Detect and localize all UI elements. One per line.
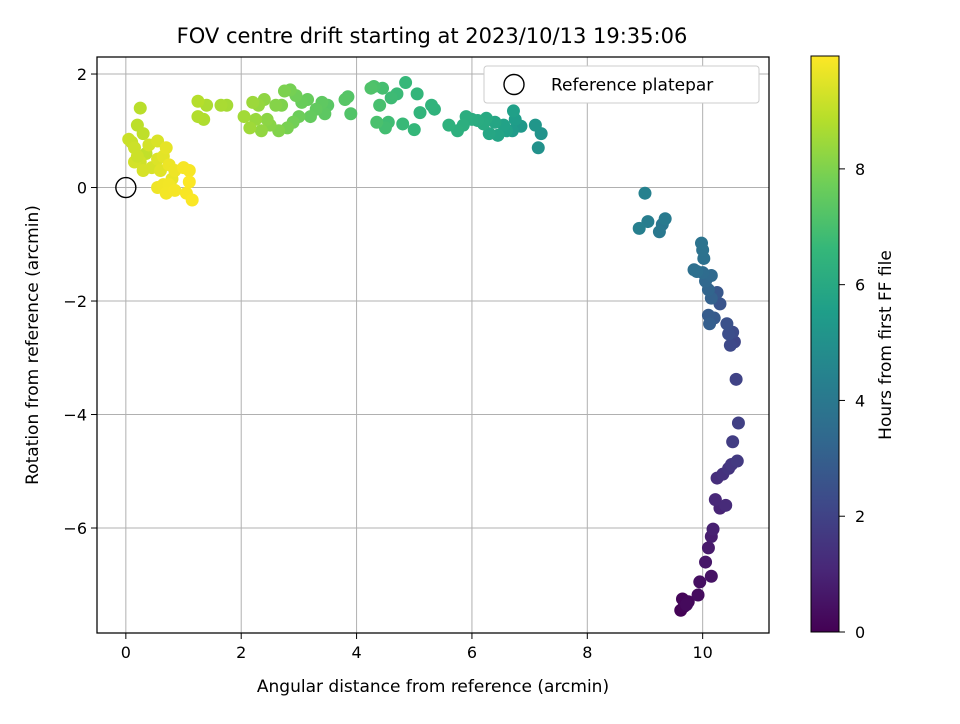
y-tick-label: −4 xyxy=(63,406,87,425)
colorbar-tick-label: 0 xyxy=(855,623,865,642)
data-point xyxy=(693,575,707,589)
data-point xyxy=(384,91,398,105)
y-tick-label: 0 xyxy=(77,179,87,198)
data-point xyxy=(699,555,713,569)
data-point xyxy=(182,163,196,177)
colorbar-gradient xyxy=(810,55,840,633)
data-point xyxy=(136,163,150,177)
data-point xyxy=(243,121,257,135)
data-point xyxy=(136,127,150,141)
data-point xyxy=(730,454,744,468)
data-point xyxy=(442,118,456,132)
x-tick-label: 10 xyxy=(692,643,712,662)
data-point xyxy=(246,95,260,109)
data-point xyxy=(425,98,439,112)
data-point xyxy=(407,123,421,137)
y-axis-label: Rotation from reference (arcmin) xyxy=(23,205,43,485)
points-layer xyxy=(122,76,745,617)
x-tick-label: 4 xyxy=(351,643,361,662)
data-point xyxy=(254,124,268,138)
legend-box xyxy=(483,65,760,104)
legend-entry-reference: Reference platepar xyxy=(551,76,713,96)
data-point xyxy=(130,149,144,163)
colorbar-tick-label: 6 xyxy=(855,276,865,295)
data-point xyxy=(723,338,737,352)
reference-layer xyxy=(115,176,137,199)
data-point xyxy=(269,98,283,112)
data-point xyxy=(482,127,496,141)
data-point xyxy=(413,106,427,120)
chart-title: FOV centre drift starting at 2023/10/13 … xyxy=(177,24,688,48)
data-point xyxy=(706,522,720,536)
data-point xyxy=(370,115,384,129)
x-tick-label: 8 xyxy=(582,643,592,662)
legend-reference-marker xyxy=(503,73,525,96)
colorbar-label: Hours from first FF file xyxy=(876,250,896,440)
plot-frame xyxy=(96,56,770,634)
data-point xyxy=(373,98,387,112)
x-tick-label: 2 xyxy=(236,643,246,662)
data-point xyxy=(722,327,736,341)
data-point xyxy=(364,81,378,95)
x-tick-label: 0 xyxy=(121,643,131,662)
data-point xyxy=(691,588,705,602)
reference-platepar-marker xyxy=(115,176,137,199)
x-axis: 0 2 4 6 8 10 xyxy=(121,633,713,662)
data-point xyxy=(344,107,358,121)
data-point xyxy=(632,221,646,235)
data-point xyxy=(703,317,717,331)
data-point xyxy=(237,110,251,124)
x-tick-label: 6 xyxy=(467,643,477,662)
y-axis: −6 −4 −2 0 2 xyxy=(63,65,97,538)
data-point xyxy=(695,236,709,250)
data-point xyxy=(168,183,182,197)
data-point xyxy=(731,416,745,430)
data-point xyxy=(338,93,352,107)
data-point xyxy=(410,87,424,101)
data-point xyxy=(214,98,228,112)
x-axis-label: Angular distance from reference (arcmin) xyxy=(257,677,609,697)
data-point xyxy=(182,175,196,189)
data-point xyxy=(658,212,672,226)
legend: Reference platepar xyxy=(483,65,760,104)
data-point xyxy=(191,110,205,124)
y-tick-label: −6 xyxy=(63,519,87,538)
data-point xyxy=(704,569,718,583)
data-point xyxy=(701,541,715,555)
data-point xyxy=(159,141,173,155)
data-point xyxy=(719,498,733,512)
data-point xyxy=(687,263,701,277)
data-point xyxy=(729,372,743,386)
colorbar-tick-label: 2 xyxy=(855,507,865,526)
colorbar-ticks: 0 2 4 6 8 xyxy=(839,160,865,642)
data-point xyxy=(652,225,666,239)
data-point xyxy=(726,435,740,449)
colorbar-tick-label: 8 xyxy=(855,160,865,179)
data-point xyxy=(185,193,199,207)
data-point xyxy=(680,598,694,612)
data-point xyxy=(303,110,317,124)
data-point xyxy=(506,104,520,118)
y-tick-label: −2 xyxy=(63,292,87,311)
grid-layer xyxy=(97,57,769,633)
data-point xyxy=(531,141,545,155)
data-point xyxy=(133,101,147,115)
data-point xyxy=(399,76,413,90)
data-point xyxy=(638,186,652,200)
colorbar-tick-label: 4 xyxy=(855,391,865,410)
data-point xyxy=(528,118,542,132)
data-point xyxy=(708,493,722,507)
colorbar: 0 2 4 6 8 Hours from first FF file xyxy=(810,55,896,642)
y-tick-label: 2 xyxy=(77,65,87,84)
data-point xyxy=(191,94,205,108)
data-point xyxy=(277,84,291,98)
data-point xyxy=(720,317,734,331)
data-point xyxy=(396,117,410,131)
data-point xyxy=(260,112,274,126)
